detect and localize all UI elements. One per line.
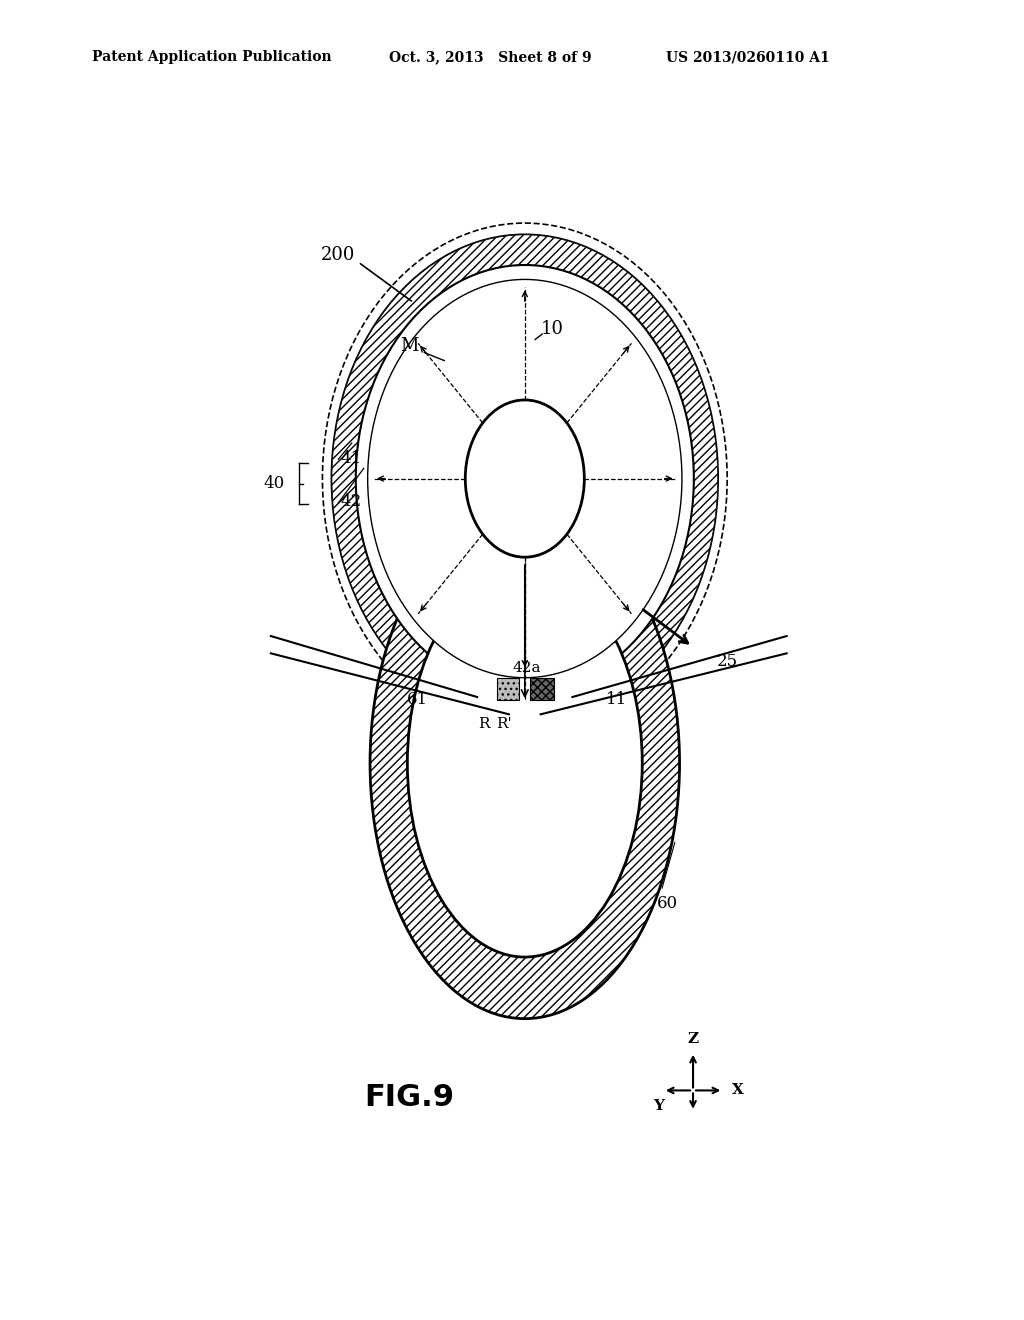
Text: X: X <box>731 1084 743 1097</box>
Text: 41: 41 <box>341 450 361 467</box>
Text: US 2013/0260110 A1: US 2013/0260110 A1 <box>666 50 829 65</box>
Ellipse shape <box>355 265 694 692</box>
Bar <box>497 677 519 700</box>
Ellipse shape <box>368 280 682 677</box>
Text: Oct. 3, 2013   Sheet 8 of 9: Oct. 3, 2013 Sheet 8 of 9 <box>389 50 592 65</box>
Text: R: R <box>478 718 489 731</box>
Text: 60: 60 <box>657 895 679 912</box>
Ellipse shape <box>465 400 585 557</box>
Ellipse shape <box>332 235 718 722</box>
Ellipse shape <box>332 235 718 722</box>
Text: 42: 42 <box>341 494 361 511</box>
Text: R': R' <box>497 718 512 731</box>
Text: 40: 40 <box>264 475 285 492</box>
Ellipse shape <box>370 508 680 1019</box>
Text: 200: 200 <box>322 246 355 264</box>
Text: 11: 11 <box>605 690 627 708</box>
Text: Patent Application Publication: Patent Application Publication <box>92 50 332 65</box>
Text: FIG.9: FIG.9 <box>365 1082 455 1111</box>
Bar <box>530 677 554 700</box>
Text: Z: Z <box>687 1032 698 1045</box>
Text: M: M <box>400 338 419 355</box>
Text: 42a: 42a <box>512 660 541 675</box>
Text: Y: Y <box>653 1098 665 1113</box>
Ellipse shape <box>408 569 642 957</box>
Text: 10: 10 <box>541 321 564 338</box>
Text: 25: 25 <box>717 653 737 671</box>
Text: 61: 61 <box>407 690 428 708</box>
